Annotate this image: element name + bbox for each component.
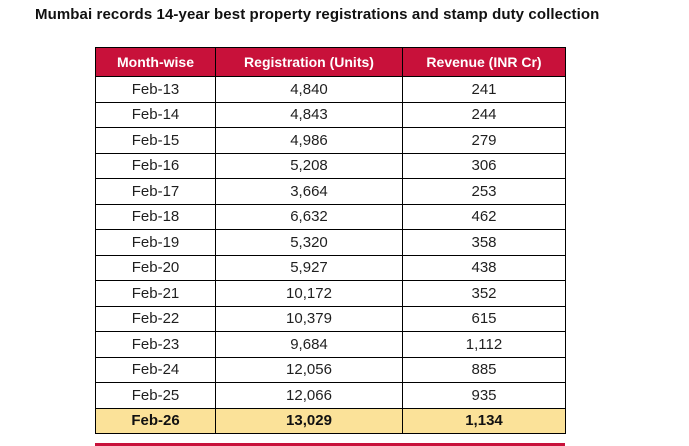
- registration-cell: 12,066: [215, 382, 403, 409]
- revenue-cell: 244: [402, 101, 566, 128]
- registration-cell: 4,843: [215, 101, 403, 128]
- month-cell: Feb-18: [95, 203, 216, 230]
- revenue-cell: 462: [402, 203, 566, 230]
- revenue-cell: 438: [402, 254, 566, 281]
- registration-cell: 4,840: [215, 76, 403, 103]
- month-cell: Feb-25: [95, 382, 216, 409]
- revenue-cell: 279: [402, 127, 566, 154]
- month-cell: Feb-19: [95, 229, 216, 256]
- month-cell: Feb-17: [95, 178, 216, 205]
- month-cell: Feb-15: [95, 127, 216, 154]
- revenue-cell: 241: [402, 76, 566, 103]
- registration-cell: 13,029: [215, 407, 403, 434]
- table-row: Feb-24 12,056 885: [95, 356, 566, 383]
- table-row: Feb-22 10,379 615: [95, 305, 566, 332]
- revenue-cell: 935: [402, 382, 566, 409]
- registration-cell: 10,379: [215, 305, 403, 332]
- table-row: Feb-15 4,986 279: [95, 127, 566, 154]
- table-row: Feb-16 5,208 306: [95, 152, 566, 179]
- month-cell: Feb-14: [95, 101, 216, 128]
- table-row: Feb-19 5,320 358: [95, 229, 566, 256]
- registration-cell: 12,056: [215, 356, 403, 383]
- table-row: Feb-25 12,066 935: [95, 382, 566, 409]
- revenue-cell: 253: [402, 178, 566, 205]
- revenue-cell: 1,112: [402, 331, 566, 358]
- month-cell: Feb-24: [95, 356, 216, 383]
- table-row-highlighted: Feb-26 13,029 1,134: [95, 407, 566, 434]
- revenue-cell: 885: [402, 356, 566, 383]
- registration-cell: 4,986: [215, 127, 403, 154]
- data-table-container: Month-wise Registration (Units) Revenue …: [95, 47, 566, 434]
- registration-cell: 3,664: [215, 178, 403, 205]
- column-header-revenue: Revenue (INR Cr): [402, 47, 566, 77]
- table-header-row: Month-wise Registration (Units) Revenue …: [95, 47, 566, 77]
- table-row: Feb-18 6,632 462: [95, 203, 566, 230]
- registration-cell: 6,632: [215, 203, 403, 230]
- revenue-cell: 352: [402, 280, 566, 307]
- registration-cell: 5,208: [215, 152, 403, 179]
- page-title: Mumbai records 14-year best property reg…: [35, 6, 600, 23]
- revenue-cell: 306: [402, 152, 566, 179]
- registration-cell: 5,927: [215, 254, 403, 281]
- data-table: Month-wise Registration (Units) Revenue …: [95, 47, 566, 434]
- month-cell: Feb-16: [95, 152, 216, 179]
- column-header-registration: Registration (Units): [215, 47, 403, 77]
- column-header-month: Month-wise: [95, 47, 216, 77]
- registration-cell: 5,320: [215, 229, 403, 256]
- month-cell: Feb-20: [95, 254, 216, 281]
- registration-cell: 9,684: [215, 331, 403, 358]
- table-bottom-red-bar: [95, 443, 565, 446]
- month-cell: Feb-21: [95, 280, 216, 307]
- revenue-cell: 1,134: [402, 407, 566, 434]
- table-row: Feb-17 3,664 253: [95, 178, 566, 205]
- month-cell: Feb-26: [95, 407, 216, 434]
- revenue-cell: 358: [402, 229, 566, 256]
- month-cell: Feb-23: [95, 331, 216, 358]
- table-row: Feb-21 10,172 352: [95, 280, 566, 307]
- table-row: Feb-14 4,843 244: [95, 101, 566, 128]
- revenue-cell: 615: [402, 305, 566, 332]
- table-row: Feb-20 5,927 438: [95, 254, 566, 281]
- month-cell: Feb-13: [95, 76, 216, 103]
- table-row: Feb-13 4,840 241: [95, 76, 566, 103]
- month-cell: Feb-22: [95, 305, 216, 332]
- registration-cell: 10,172: [215, 280, 403, 307]
- table-row: Feb-23 9,684 1,112: [95, 331, 566, 358]
